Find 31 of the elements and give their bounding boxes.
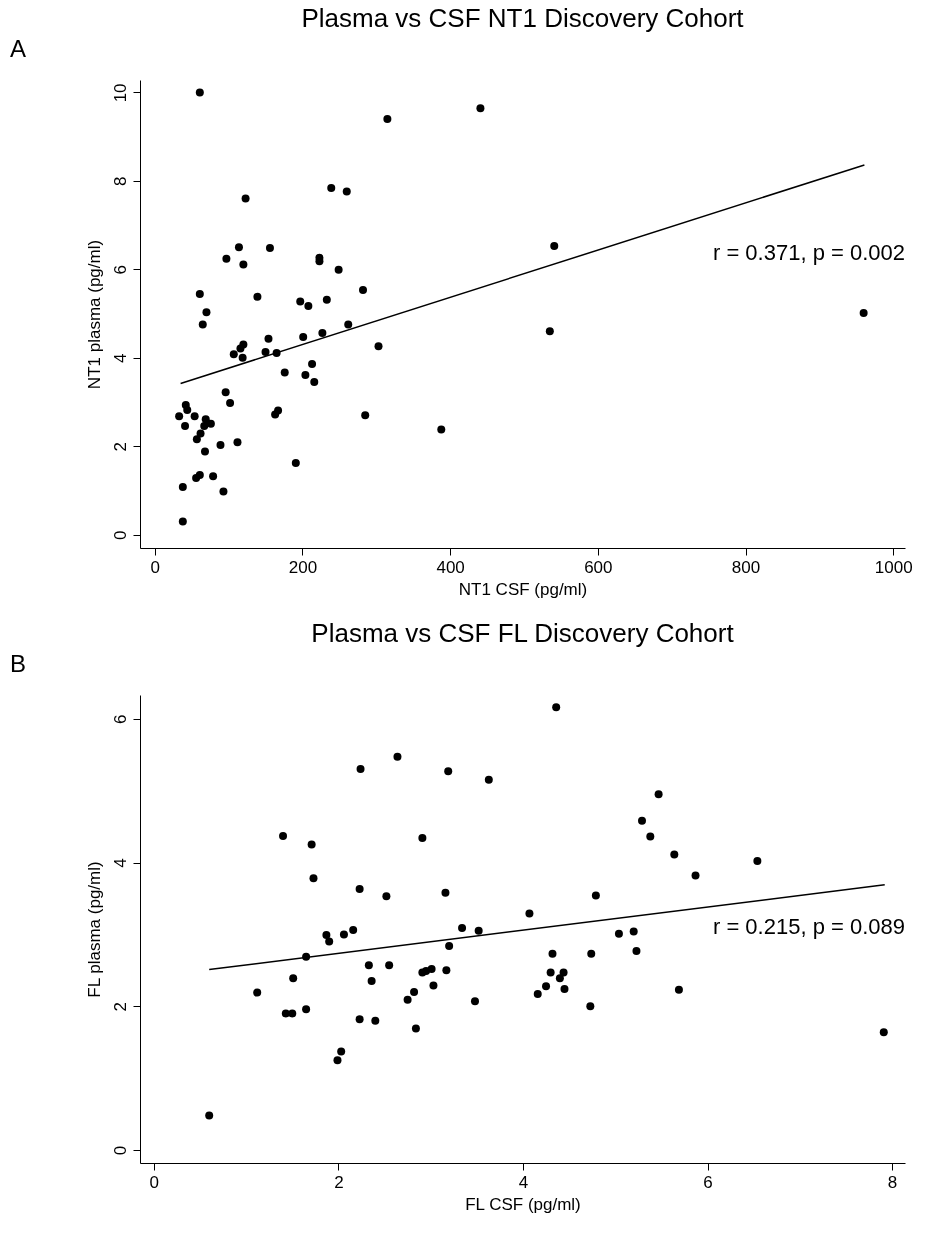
y-axis-title: FL plasma (pg/ml) [84, 861, 104, 998]
y-tick-label: 2 [110, 1002, 130, 1012]
y-tick-label: 8 [110, 176, 130, 187]
y-tick-label: 6 [110, 265, 130, 275]
text: A [10, 35, 27, 62]
y-tick-label: 0 [110, 1145, 130, 1156]
x-tick-label: 8 [887, 1172, 898, 1192]
y-tick-label: 10 [110, 83, 130, 103]
x-tick-label: 0 [150, 557, 160, 577]
y-tick-label: 4 [110, 858, 130, 868]
x-tick-label: 6 [703, 1172, 713, 1192]
text: B [10, 650, 27, 677]
y-tick-label: 2 [110, 442, 130, 452]
x-tick-label: 800 [731, 557, 761, 577]
y-tick-label: 4 [110, 353, 130, 364]
x-tick-label: 400 [436, 557, 465, 577]
x-tick-label: 1000 [874, 557, 913, 577]
y-axis-title: NT1 plasma (pg/ml) [84, 239, 104, 390]
chart-title: Plasma vs CSF FL Discovery Cohort [311, 618, 735, 648]
y-tick-label: 0 [110, 530, 130, 540]
x-tick-label: 4 [518, 1172, 529, 1192]
x-tick-label: 600 [584, 557, 613, 577]
chart-title: Plasma vs CSF NT1 Discovery Cohort [301, 3, 745, 33]
annotation: r = 0.215, p = 0.089 [712, 913, 905, 939]
x-axis-title: NT1 CSF (pg/ml) [458, 579, 588, 599]
x-tick-label: 2 [334, 1172, 344, 1192]
y-tick-label: 6 [110, 714, 130, 724]
annotation: r = 0.371, p = 0.002 [712, 240, 905, 266]
x-axis-title: FL CSF (pg/ml) [465, 1194, 581, 1214]
x-tick-label: 200 [288, 557, 318, 577]
x-tick-label: 0 [149, 1172, 160, 1192]
